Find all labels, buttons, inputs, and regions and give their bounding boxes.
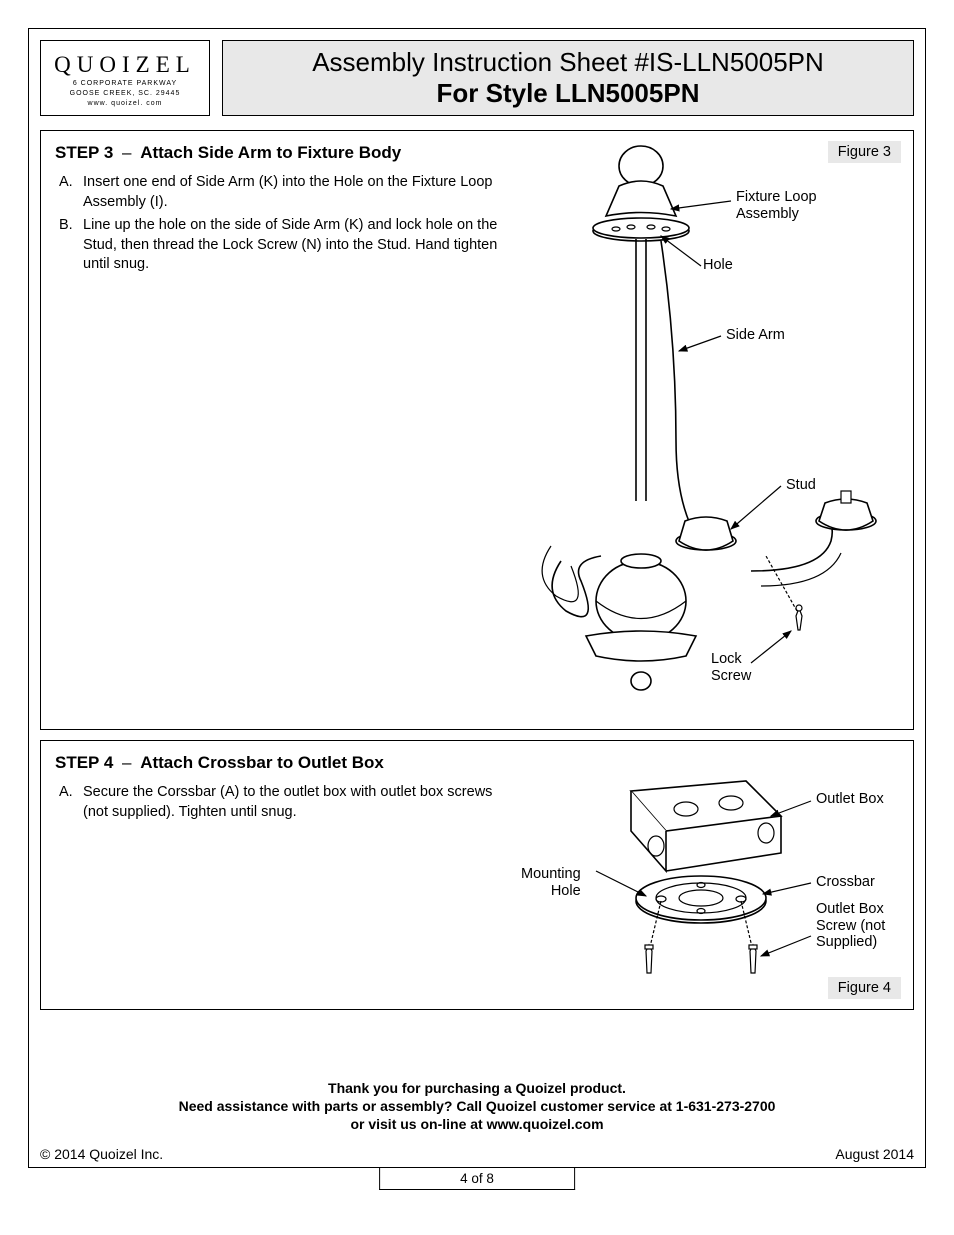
step3-name: Attach Side Arm to Fixture Body xyxy=(140,143,401,162)
step3-item-b: B. Line up the hole on the side of Side … xyxy=(59,216,503,275)
callout-outlet-box: Outlet Box xyxy=(816,791,884,808)
callout-fixture-loop-text: Fixture Loop Assembly xyxy=(736,189,817,222)
copyright: © 2014 Quoizel Inc. xyxy=(40,1146,163,1162)
callout-lock-screw: Lock Screw xyxy=(711,651,751,684)
step4-box: STEP 4 – Attach Crossbar to Outlet Box A… xyxy=(40,740,914,1010)
figure4-diagram: Outlet Box Crossbar Outlet Box Screw (no… xyxy=(501,771,901,1001)
step4-item-a: A. Secure the Corssbar (A) to the outlet… xyxy=(59,783,503,822)
callout-fixture-loop: Fixture Loop Assembly xyxy=(736,189,817,222)
callout-stud: Stud xyxy=(786,477,816,494)
figure3-svg xyxy=(521,141,901,701)
date: August 2014 xyxy=(835,1146,914,1162)
brand-addr2: GOOSE CREEK, SC. 29445 xyxy=(70,90,181,98)
step4-body: A. Secure the Corssbar (A) to the outlet… xyxy=(41,777,521,822)
title-box: Assembly Instruction Sheet #IS-LLN5005PN… xyxy=(222,40,914,116)
copyright-text: 2014 Quoizel Inc. xyxy=(54,1146,163,1162)
callout-mounting-hole: Mounting Hole xyxy=(521,866,581,899)
footer-l2: Need assistance with parts or assembly? … xyxy=(40,1098,914,1114)
step3-item-a: A. Insert one end of Side Arm (K) into t… xyxy=(59,173,503,212)
figure3-diagram: Fixture Loop Assembly Hole Side Arm Stud… xyxy=(521,141,901,691)
step3-a-text: Insert one end of Side Arm (K) into the … xyxy=(83,173,503,212)
title-line1: Assembly Instruction Sheet #IS-LLN5005PN xyxy=(312,47,824,78)
step3-b-text: Line up the hole on the side of Side Arm… xyxy=(83,216,503,275)
footer-l3: or visit us on-line at www.quoizel.com xyxy=(40,1116,914,1132)
step4-name: Attach Crossbar to Outlet Box xyxy=(140,753,384,772)
title-line2: For Style LLN5005PN xyxy=(437,78,700,109)
brand-addr1: 6 CORPORATE PARKWAY xyxy=(73,80,177,88)
step4-num: STEP 4 xyxy=(55,753,113,772)
brand-name: QUOIZEL xyxy=(54,52,196,78)
brand-web: www. quoizel. com xyxy=(88,100,163,108)
page-number: 4 of 8 xyxy=(379,1168,575,1190)
step4-a-text: Secure the Corssbar (A) to the outlet bo… xyxy=(83,783,503,822)
callout-hole: Hole xyxy=(703,257,733,274)
callout-crossbar: Crossbar xyxy=(816,874,875,891)
step3-b-letter: B. xyxy=(59,216,83,275)
footer: Thank you for purchasing a Quoizel produ… xyxy=(40,1080,914,1134)
callout-side-arm: Side Arm xyxy=(726,327,785,344)
callout-outlet-screw: Outlet Box Screw (not Supplied) xyxy=(816,901,885,951)
step3-num: STEP 3 xyxy=(55,143,113,162)
step4-a-letter: A. xyxy=(59,783,83,822)
step3-body: A. Insert one end of Side Arm (K) into t… xyxy=(41,167,521,275)
brand-box: QUOIZEL 6 CORPORATE PARKWAY GOOSE CREEK,… xyxy=(40,40,210,116)
step3-a-letter: A. xyxy=(59,173,83,212)
step3-box: STEP 3 – Attach Side Arm to Fixture Body… xyxy=(40,130,914,730)
header: QUOIZEL 6 CORPORATE PARKWAY GOOSE CREEK,… xyxy=(40,40,914,116)
footer-l1: Thank you for purchasing a Quoizel produ… xyxy=(40,1080,914,1096)
